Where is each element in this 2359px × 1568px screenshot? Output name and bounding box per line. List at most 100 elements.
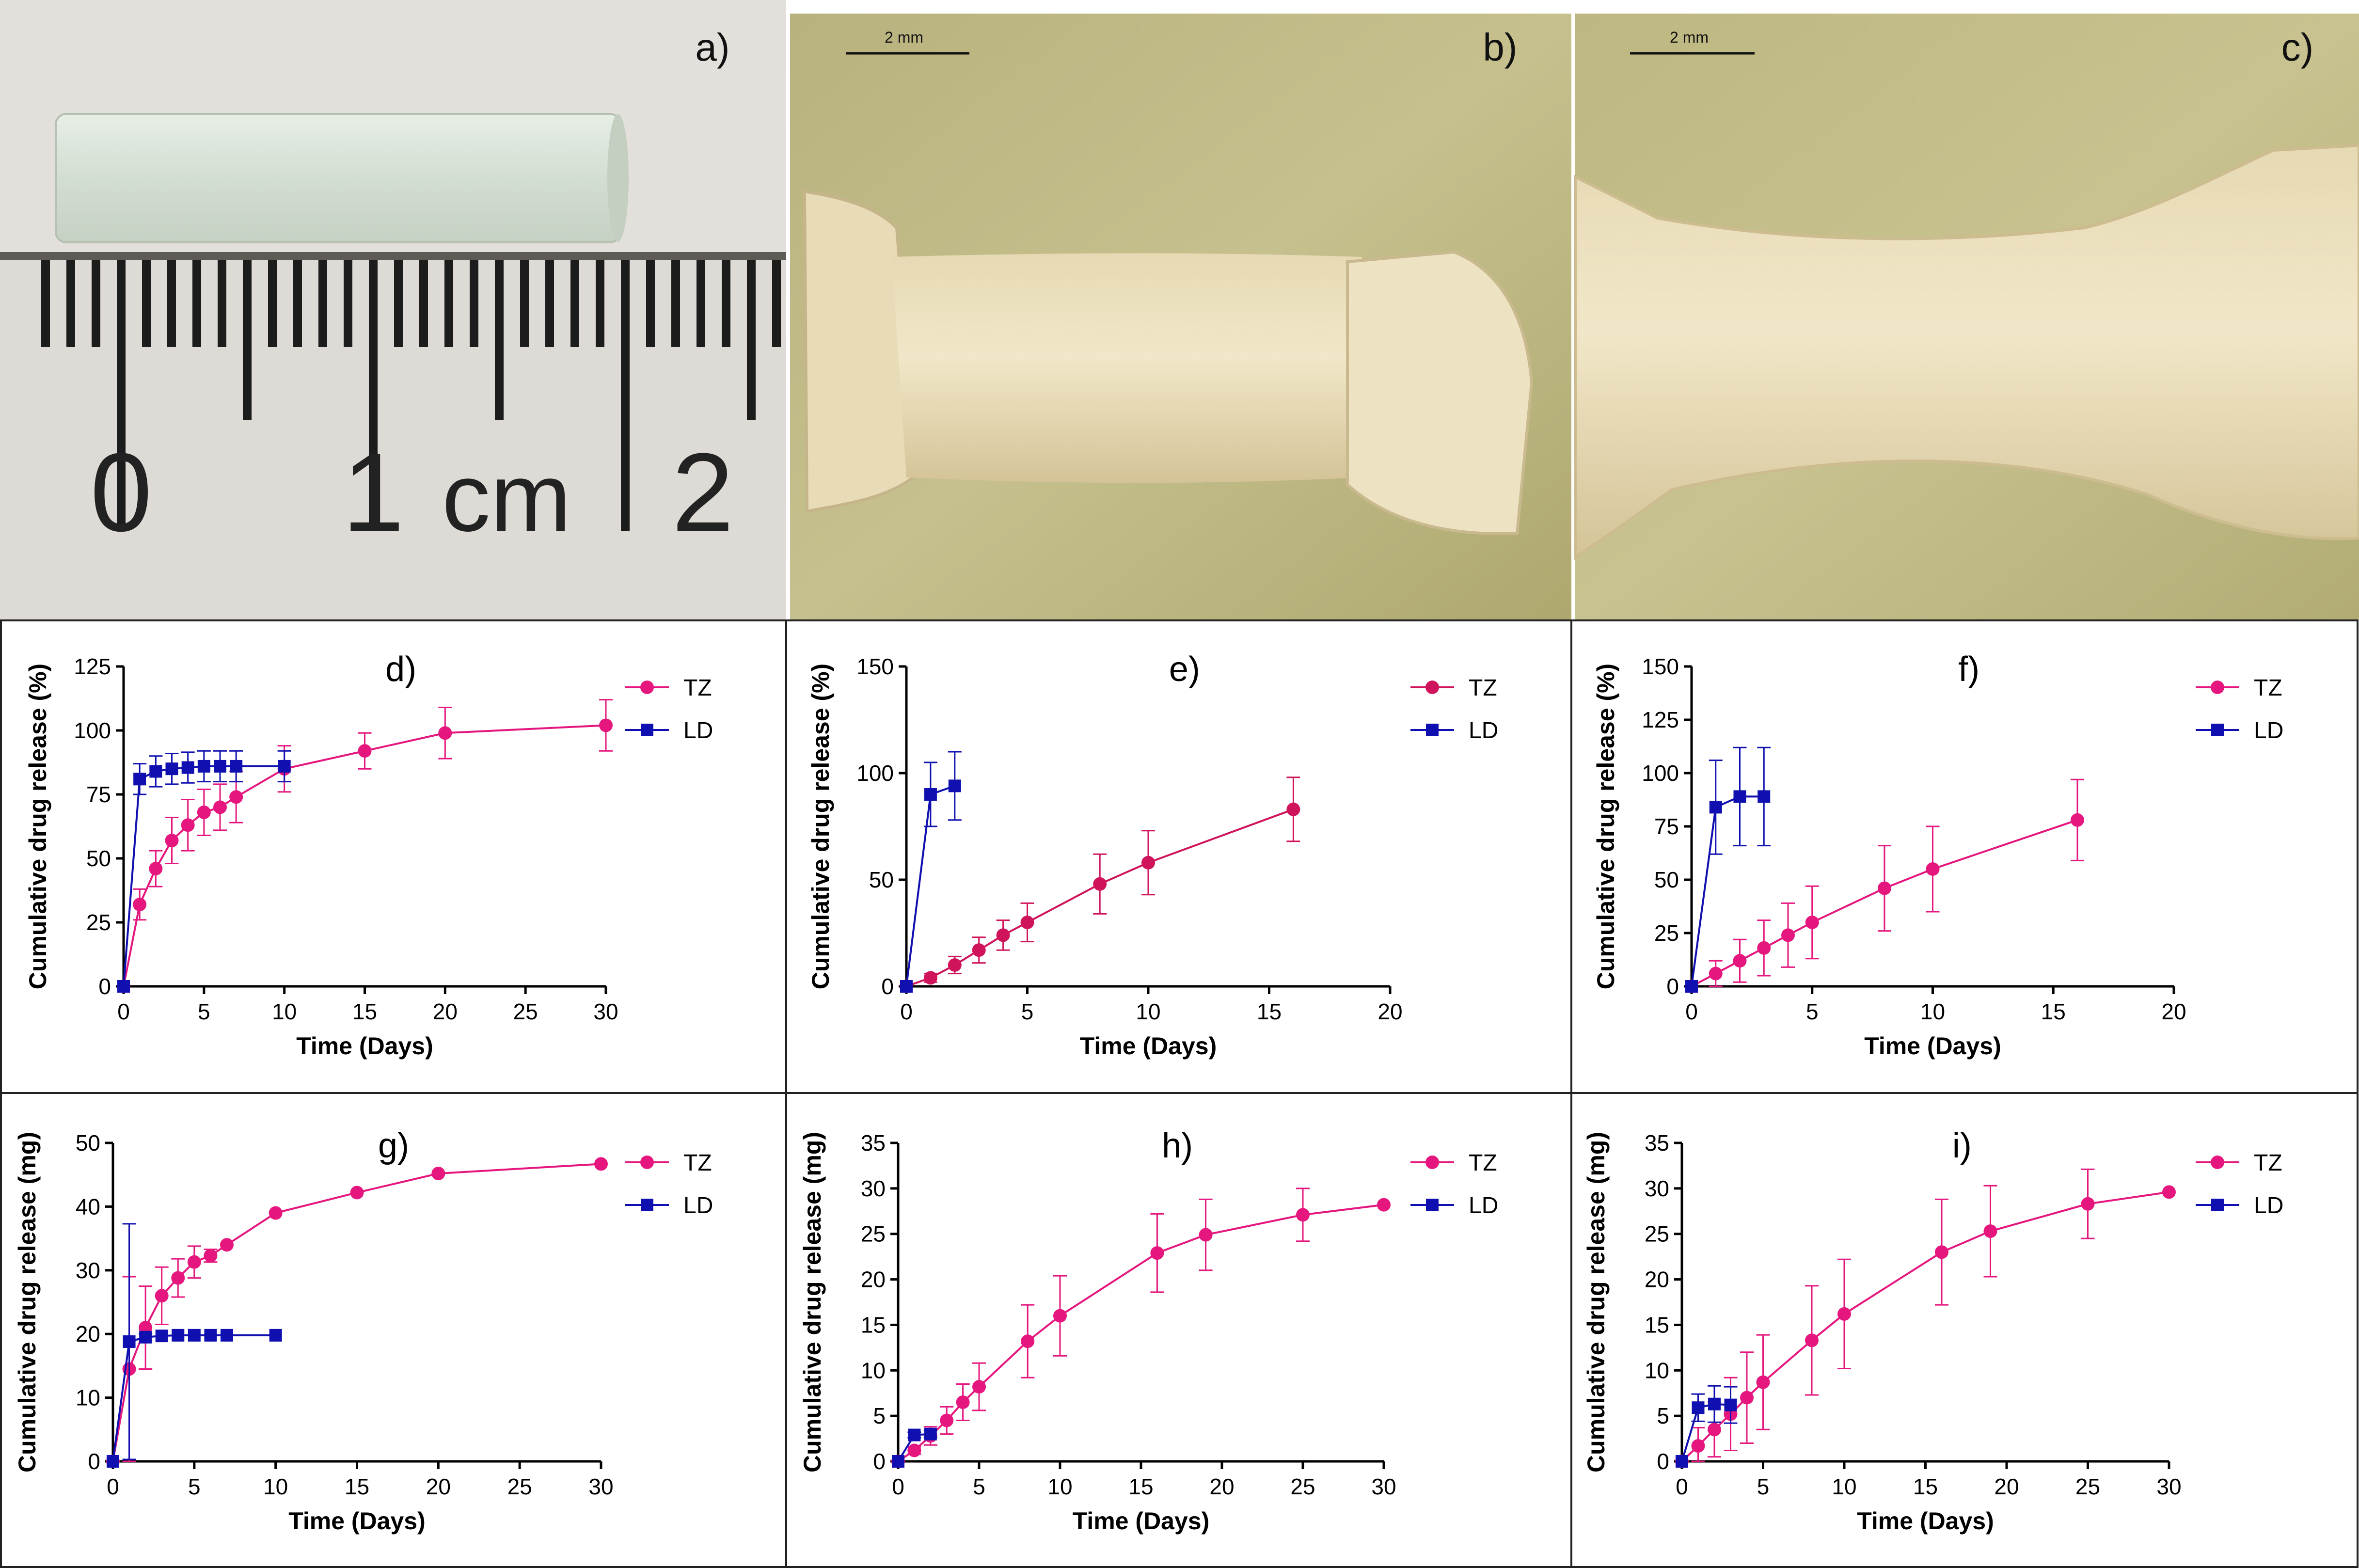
x-axis-label: Time (Days) [1864, 1032, 2001, 1060]
y-tick-label: 100 [1642, 760, 1679, 786]
legend-marker-LD [1426, 724, 1439, 736]
x-tick-label: 20 [1377, 999, 1402, 1024]
series-line-LD [112, 1334, 276, 1462]
data-point-TZ [171, 1271, 185, 1285]
y-tick-label: 150 [1642, 654, 1679, 679]
data-point-TZ [1020, 916, 1034, 929]
data-point-TZ [1199, 1228, 1213, 1242]
x-tick-label: 20 [1209, 1474, 1234, 1499]
ruler-ticks [41, 260, 781, 531]
panel-letter-i: i) [1952, 1126, 1972, 1165]
data-point-TZ [1053, 1309, 1067, 1323]
y-tick-label: 100 [74, 718, 111, 743]
x-tick-label: 15 [1257, 999, 1282, 1024]
data-point-LD [924, 1427, 937, 1441]
legend-label-TZ: TZ [1469, 675, 1497, 701]
data-point-LD [117, 980, 130, 993]
data-point-LD [278, 760, 291, 773]
y-tick-label: 5 [873, 1403, 886, 1428]
x-tick-label: 15 [352, 999, 377, 1024]
data-point-TZ [269, 1206, 283, 1220]
data-point-LD [1733, 790, 1746, 803]
data-point-TZ [1021, 1334, 1035, 1348]
data-point-LD [1692, 1401, 1705, 1414]
legend-marker-TZ [1425, 681, 1439, 694]
data-point-LD [900, 980, 913, 993]
series-line-TZ [112, 1163, 602, 1462]
data-point-LD [197, 760, 210, 773]
data-point-TZ [438, 726, 452, 740]
x-axis-label: Time (Days) [1080, 1032, 1217, 1060]
data-point-TZ [1286, 802, 1300, 816]
data-point-TZ [1781, 928, 1795, 942]
data-point-TZ [1093, 877, 1107, 891]
data-point-TZ [972, 943, 986, 957]
panel-c-photo: 2 mm c) [1574, 14, 2359, 619]
data-point-LD [172, 1329, 185, 1342]
x-axis-label: Time (Days) [288, 1507, 426, 1535]
x-tick-label: 10 [1832, 1474, 1856, 1499]
x-tick-label: 20 [1994, 1474, 2019, 1499]
panel-letter-h: h) [1162, 1126, 1193, 1165]
data-point-LD [1757, 790, 1771, 803]
data-point-TZ [2081, 1197, 2095, 1211]
y-tick-label: 20 [861, 1267, 886, 1292]
legend-label-LD: LD [1469, 718, 1498, 744]
x-tick-label: 5 [1757, 1474, 1770, 1499]
series-line-TZ [1681, 1191, 2169, 1462]
y-tick-label: 75 [1654, 814, 1679, 839]
y-tick-label: 20 [76, 1321, 100, 1346]
x-tick-label: 0 [1676, 1474, 1688, 1499]
x-axis-label: Time (Days) [1857, 1507, 1994, 1535]
legend-label-TZ: TZ [683, 675, 712, 701]
data-point-TZ [1805, 916, 1819, 929]
legend-marker-LD [2211, 724, 2224, 736]
x-axis-label: Time (Days) [296, 1032, 433, 1060]
data-point-TZ [594, 1157, 608, 1171]
chart-d: 0 25 50 75 100 125 0 5 10 15 20 25 30 Time (Days) Cumu… [24, 650, 713, 1060]
data-point-LD [948, 779, 961, 792]
ruler-tick [369, 260, 378, 531]
x-tick-label: 0 [117, 999, 130, 1024]
series-line-LD [1691, 795, 1764, 987]
y-axis-label: Cumulative drug release (%) [1592, 664, 1619, 989]
series-line-TZ [897, 1204, 1384, 1462]
data-point-TZ [181, 818, 195, 832]
y-tick-label: 25 [1645, 1221, 1669, 1247]
ruler-label-0: 0 [90, 430, 152, 554]
x-tick-label: 30 [593, 999, 618, 1024]
data-point-LD [1685, 980, 1698, 993]
ruler-tick [520, 260, 529, 347]
ruler-tick [671, 260, 680, 347]
x-tick-label: 30 [2156, 1474, 2181, 1499]
data-point-LD [269, 1329, 282, 1342]
panel-b-photo: 2 mm b) [790, 14, 1571, 619]
y-tick-label: 15 [861, 1312, 886, 1337]
data-point-TZ [1296, 1208, 1310, 1222]
y-tick-label: 50 [76, 1130, 100, 1156]
panel-letter-a: a) [695, 26, 729, 69]
ruler-tick [167, 260, 176, 347]
data-point-TZ [1141, 855, 1155, 870]
ruler-tick [218, 260, 226, 347]
data-point-TZ [996, 928, 1010, 942]
data-point-TZ [2071, 813, 2084, 827]
legend-marker-TZ [2211, 681, 2224, 694]
x-tick-label: 25 [1290, 1474, 1315, 1499]
ruler-tick [117, 260, 126, 531]
data-point-TZ [2162, 1185, 2176, 1199]
data-point-LD [1676, 1455, 1688, 1468]
data-point-TZ [1983, 1224, 1997, 1238]
x-axis-label: Time (Days) [1073, 1507, 1210, 1535]
data-point-LD [214, 760, 226, 773]
x-tick-label: 10 [272, 999, 297, 1024]
x-tick-label: 30 [588, 1474, 613, 1499]
ruler-tick [697, 260, 705, 347]
ruler-tick [495, 260, 504, 420]
legend-label-LD: LD [683, 1193, 713, 1219]
data-point-LD [230, 760, 243, 773]
data-point-LD [155, 1330, 168, 1343]
panel-letter-d: d) [385, 650, 416, 689]
y-tick-label: 25 [86, 910, 111, 935]
